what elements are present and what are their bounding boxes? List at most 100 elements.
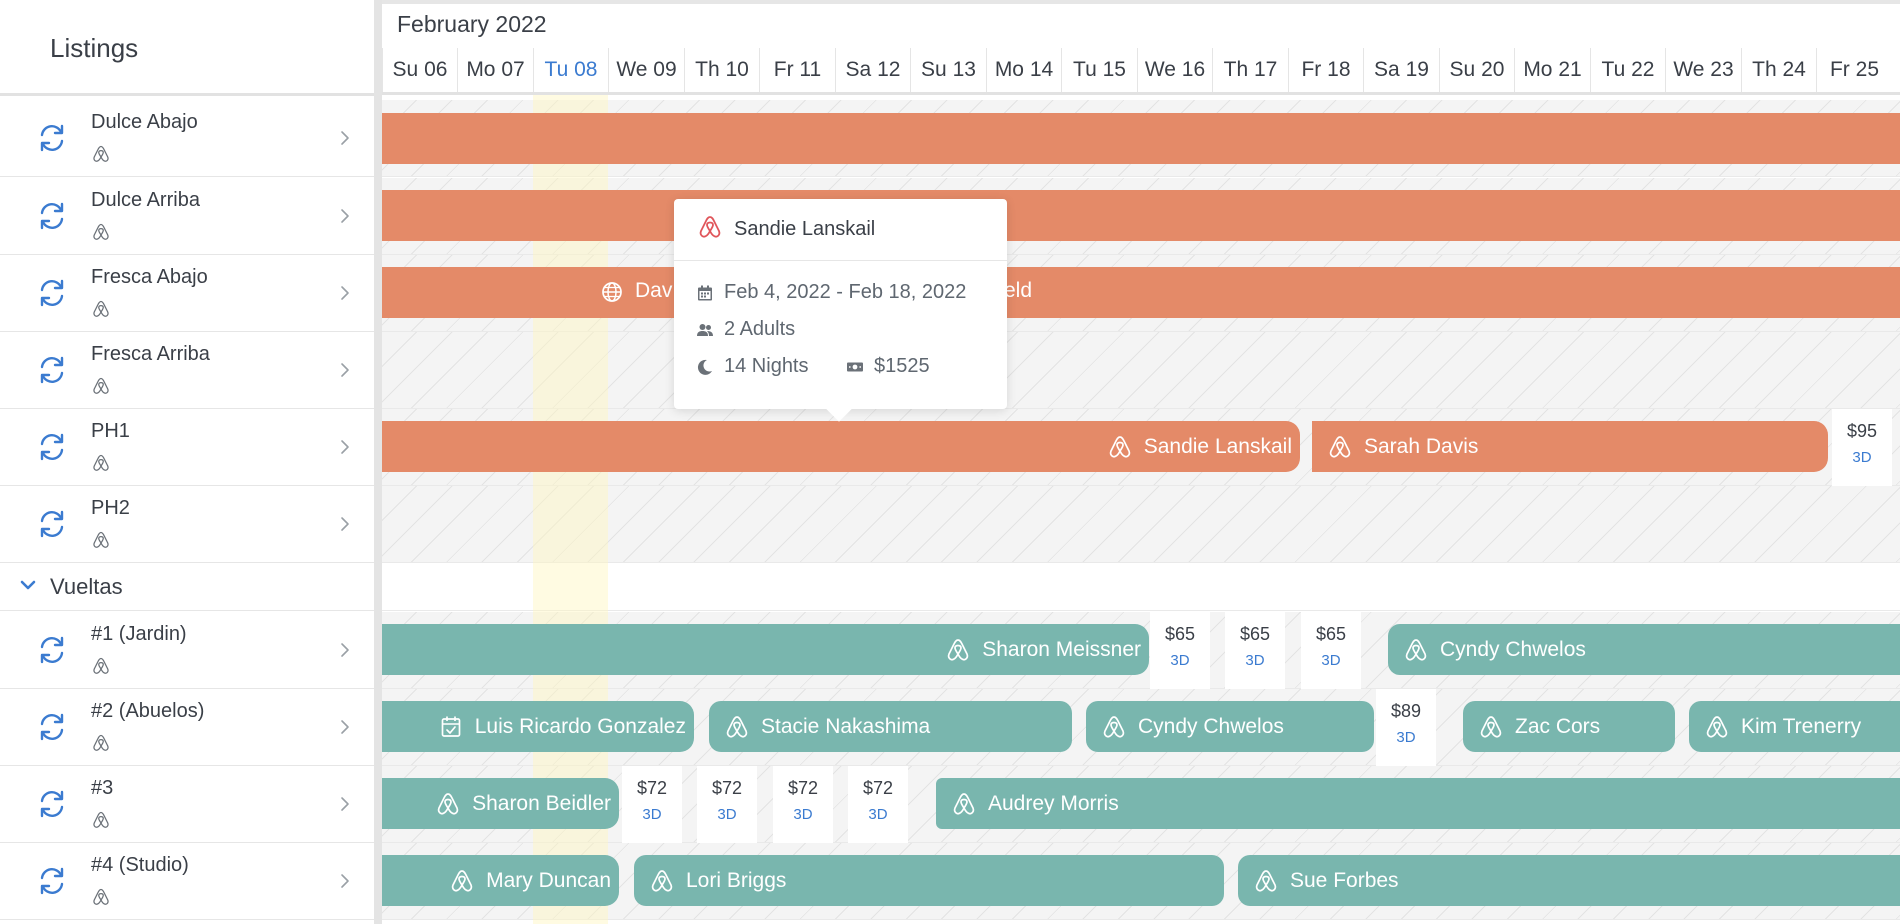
chevron-right-icon[interactable] (339, 872, 351, 890)
day-header-today[interactable]: Tu 08 (533, 48, 608, 94)
reservation-bar[interactable]: Sue Forbes (1238, 855, 1900, 906)
reservation-bar[interactable]: Sarah Davis (1312, 421, 1828, 472)
sync-icon[interactable] (36, 354, 68, 386)
chevron-right-icon[interactable] (339, 795, 351, 813)
chevron-right-icon[interactable] (339, 129, 351, 147)
reservation-guest: Sharon Meissner (982, 637, 1141, 661)
reservation-bar[interactable]: Cyndy Chwelos (1086, 701, 1374, 752)
reservation-guest: Sarah Davis (1364, 434, 1479, 458)
nightly-price-cell[interactable]: $72 3D (773, 766, 833, 843)
listing-row-3[interactable]: #3 (0, 766, 374, 843)
money-icon (846, 358, 864, 376)
sync-icon[interactable] (36, 508, 68, 540)
nightly-price-cell[interactable]: $65 3D (1301, 612, 1361, 689)
listing-name: Fresca Abajo (91, 266, 208, 288)
reservation-bar[interactable]: Lori Briggs (634, 855, 1224, 906)
calendar-top-border (382, 0, 1900, 4)
listing-row-ph2[interactable]: PH2 (0, 486, 374, 563)
listing-row-ph1[interactable]: PH1 (0, 409, 374, 486)
listing-name: PH1 (91, 420, 130, 442)
airbnb-icon (93, 145, 109, 162)
min-stay: 3D (1321, 652, 1341, 669)
day-header[interactable]: Fr 25 (1816, 48, 1892, 94)
day-header[interactable]: Sa 19 (1363, 48, 1439, 94)
day-header[interactable]: Th 17 (1212, 48, 1288, 94)
reservation-bar[interactable]: Audrey Morris (936, 778, 1900, 829)
calendar-lane[interactable] (382, 486, 1900, 563)
day-header[interactable]: Fr 11 (759, 48, 835, 94)
day-header[interactable]: Mo 07 (457, 48, 533, 94)
nightly-price-cell[interactable]: $95 3D (1832, 409, 1892, 486)
chevron-right-icon[interactable] (339, 641, 351, 659)
group-toggle-vueltas[interactable]: Vueltas (0, 563, 374, 611)
reservation-bar[interactable]: Sharon Beidler (382, 778, 619, 829)
sync-icon[interactable] (36, 634, 68, 666)
reservation-bar[interactable]: Dav eld (382, 267, 1900, 318)
nightly-price-cell[interactable]: $72 3D (848, 766, 908, 843)
nightly-price-cell[interactable]: $65 3D (1225, 612, 1285, 689)
listing-row-fresca-arriba[interactable]: Fresca Arriba (0, 332, 374, 409)
listing-row-jardin[interactable]: #1 (Jardin) (0, 612, 374, 689)
nightly-price-cell[interactable]: $89 3D (1376, 689, 1436, 766)
sidebar-resize-handle[interactable] (374, 0, 382, 924)
reservation-guest: Luis Ricardo Gonzalez (474, 714, 686, 738)
reservation-bar[interactable]: Mary Duncan (382, 855, 619, 906)
nightly-price-cell[interactable]: $65 3D (1150, 612, 1210, 689)
reservation-bar[interactable] (382, 113, 1900, 164)
airbnb-icon (93, 531, 109, 548)
calendar-lane[interactable] (382, 332, 1900, 409)
reservation-bar[interactable]: Cyndy Chwelos (1388, 624, 1900, 675)
reservation-bar[interactable]: Zac Cors (1463, 701, 1675, 752)
reservation-bar[interactable]: Stacie Nakashima (709, 701, 1072, 752)
day-header[interactable]: Su 20 (1439, 48, 1514, 94)
day-header[interactable]: Fr 18 (1288, 48, 1363, 94)
nightly-price: $72 (711, 778, 743, 798)
day-header[interactable]: We 09 (608, 48, 684, 94)
sync-icon[interactable] (36, 431, 68, 463)
sync-icon[interactable] (36, 788, 68, 820)
day-header[interactable]: Su 13 (910, 48, 986, 94)
reservation-bar[interactable] (382, 190, 1900, 241)
chevron-right-icon[interactable] (339, 284, 351, 302)
day-header[interactable]: Tu 22 (1590, 48, 1665, 94)
sync-icon[interactable] (36, 865, 68, 897)
sync-icon[interactable] (36, 277, 68, 309)
min-stay: 3D (1245, 652, 1265, 669)
listing-row-fresca-abajo[interactable]: Fresca Abajo (0, 255, 374, 332)
day-header[interactable]: We 16 (1137, 48, 1212, 94)
chevron-right-icon[interactable] (339, 718, 351, 736)
airbnb-icon (1254, 868, 1278, 894)
reservation-bar[interactable]: Kim Trenerry (1689, 701, 1900, 752)
nightly-price-cell[interactable]: $72 3D (697, 766, 757, 843)
chevron-right-icon[interactable] (339, 207, 351, 225)
day-header[interactable]: We 23 (1665, 48, 1741, 94)
listing-row-dulce-abajo[interactable]: Dulce Abajo (0, 100, 374, 177)
day-header[interactable]: Su 06 (382, 48, 457, 94)
reservation-guest-partial: eld (1004, 279, 1033, 302)
listing-row-dulce-arriba[interactable]: Dulce Arriba (0, 178, 374, 255)
nightly-price-cell[interactable]: $72 3D (622, 766, 682, 843)
day-header[interactable]: Th 10 (684, 48, 759, 94)
chevron-right-icon[interactable] (339, 515, 351, 533)
day-header[interactable]: Tu 15 (1061, 48, 1137, 94)
chevron-down-icon[interactable] (19, 578, 37, 592)
day-header[interactable]: Sa 12 (835, 48, 910, 94)
sync-icon[interactable] (36, 122, 68, 154)
sync-icon[interactable] (36, 711, 68, 743)
airbnb-icon (93, 454, 109, 471)
chevron-right-icon[interactable] (339, 438, 351, 456)
sync-icon[interactable] (36, 200, 68, 232)
listing-row-studio[interactable]: #4 (Studio) (0, 843, 374, 920)
day-header[interactable]: Mo 14 (986, 48, 1061, 94)
reservation-guest: Lori Briggs (686, 868, 787, 892)
tooltip-price-row: $1525 (846, 355, 930, 378)
day-header[interactable]: Mo 21 (1514, 48, 1590, 94)
header-divider (382, 92, 1900, 95)
day-header[interactable]: Th 24 (1741, 48, 1816, 94)
reservation-bar[interactable]: Sharon Meissner (382, 624, 1149, 675)
listing-name: #1 (Jardin) (91, 623, 187, 645)
reservation-bar[interactable]: Luis Ricardo Gonzalez (382, 701, 694, 752)
listing-row-abuelos[interactable]: #2 (Abuelos) (0, 689, 374, 766)
reservation-bar[interactable]: Sandie Lanskail (382, 421, 1300, 472)
chevron-right-icon[interactable] (339, 361, 351, 379)
